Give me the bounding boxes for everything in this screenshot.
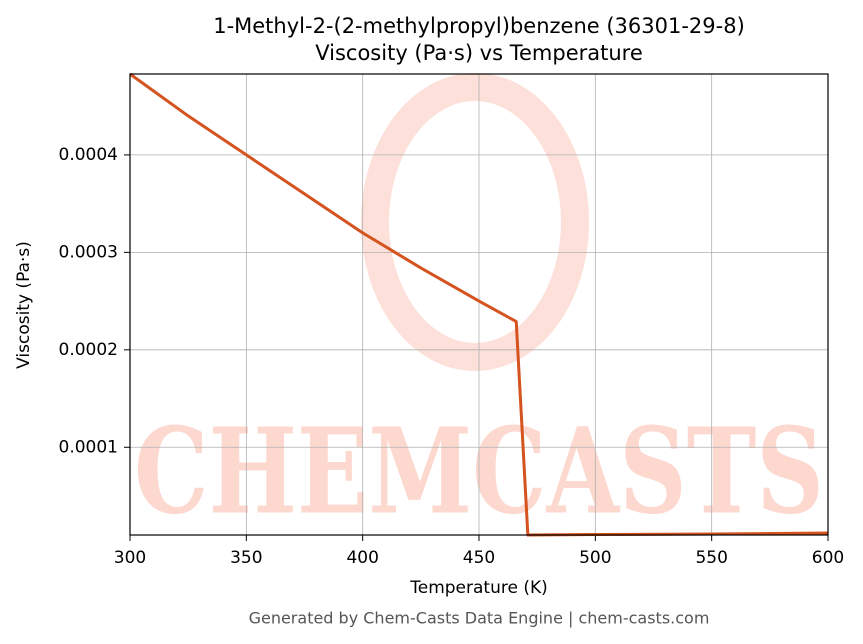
x-tick-label: 400 (346, 548, 378, 568)
chart-subtitle: Viscosity (Pa·s) vs Temperature (315, 41, 643, 65)
x-tick-label: 300 (114, 548, 146, 568)
x-tick-label: 550 (695, 548, 727, 568)
watermark-logo (361, 73, 589, 371)
y-tick-label: 0.0003 (59, 242, 118, 262)
x-axis-label: Temperature (K) (409, 578, 548, 598)
x-tick-label: 350 (230, 548, 262, 568)
y-tick-label: 0.0004 (59, 145, 118, 165)
footer: Generated by Chem-Casts Data Engine | ch… (249, 609, 710, 628)
chart-title: 1-Methyl-2-(2-methylpropyl)benzene (3630… (213, 14, 745, 38)
y-tick-label: 0.0001 (59, 437, 118, 457)
y-axis-label: Viscosity (Pa·s) (14, 241, 34, 369)
x-tick-label: 500 (579, 548, 611, 568)
plot-frame (129, 73, 829, 536)
x-tick-label: 450 (463, 548, 495, 568)
y-tick-label: 0.0002 (59, 340, 118, 360)
x-tick-label: 600 (812, 548, 844, 568)
